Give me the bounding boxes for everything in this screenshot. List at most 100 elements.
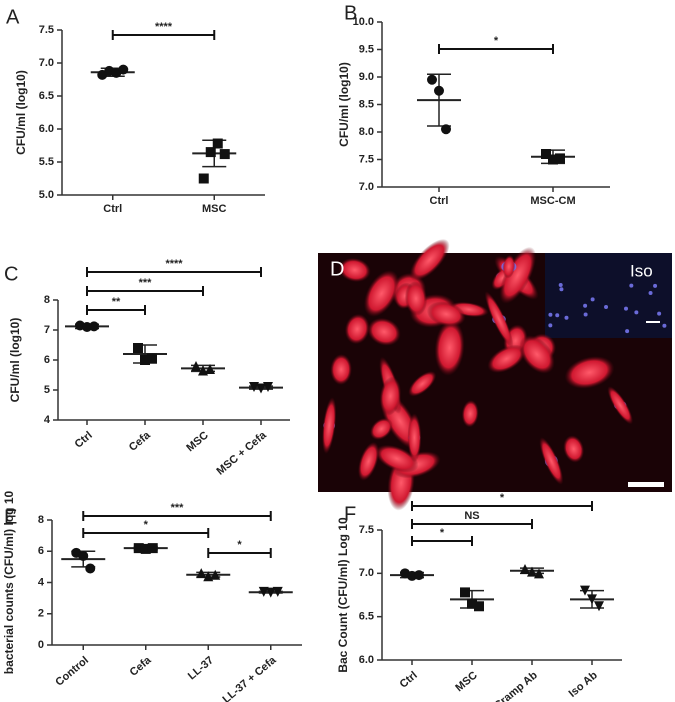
y-tick-label: 4 xyxy=(38,576,45,588)
x-tick-label: Ctrl xyxy=(73,429,95,450)
data-point xyxy=(474,601,484,612)
x-tick-label: MSC xyxy=(202,203,227,215)
inset-background xyxy=(545,253,672,338)
data-point xyxy=(133,343,143,353)
y-tick-label: 5 xyxy=(44,384,50,396)
inset-nucleus xyxy=(634,310,639,315)
data-point xyxy=(594,601,604,612)
cell xyxy=(409,238,450,281)
y-tick-label: 8.5 xyxy=(359,98,374,110)
data-point xyxy=(205,147,216,158)
cell xyxy=(434,319,465,376)
data-point xyxy=(256,383,266,394)
data-point xyxy=(555,153,565,164)
inset-nucleus xyxy=(558,283,563,288)
inset-nucleus xyxy=(590,297,595,302)
cell xyxy=(344,313,370,345)
x-tick-label: Control xyxy=(53,654,91,688)
y-tick-label: 8 xyxy=(44,294,50,306)
x-tick-label: Ctrl xyxy=(103,203,122,215)
significance-label: * xyxy=(237,539,242,551)
data-point xyxy=(147,543,158,554)
x-tick-label: Ctrl xyxy=(398,669,420,690)
data-point xyxy=(219,149,230,160)
significance-label: **** xyxy=(155,21,173,33)
y-tick-label: 7.0 xyxy=(359,181,374,193)
inset-nucleus xyxy=(559,287,564,292)
inset-nucleus xyxy=(548,312,553,317)
x-tick-label: MSC-CM xyxy=(530,195,575,207)
data-point xyxy=(520,564,530,574)
inset-nucleus xyxy=(583,312,588,317)
y-tick-label: 7.5 xyxy=(39,24,54,36)
inset-nucleus xyxy=(625,329,630,334)
inset-nucleus xyxy=(555,313,560,318)
x-tick-label: MSC xyxy=(453,669,479,694)
y-tick-label: 6.0 xyxy=(359,654,374,666)
cell xyxy=(519,335,555,374)
y-tick-label: 9.5 xyxy=(359,43,374,55)
inset-label: Iso xyxy=(630,261,653,280)
data-point xyxy=(198,173,209,184)
data-point xyxy=(427,74,437,85)
significance-label: * xyxy=(144,519,149,531)
x-tick-label: Cefa xyxy=(127,429,154,454)
micrograph: D Iso xyxy=(318,238,672,511)
data-point xyxy=(441,124,451,135)
data-point xyxy=(258,586,269,597)
data-point xyxy=(118,64,129,75)
y-tick-label: 4 xyxy=(44,414,51,426)
data-point xyxy=(265,587,276,598)
significance-label: ** xyxy=(112,296,121,308)
significance-label: *** xyxy=(139,277,153,289)
x-tick-label: Cramp Ab xyxy=(492,669,540,702)
data-point xyxy=(548,154,558,165)
cell xyxy=(564,356,615,389)
x-tick-label: LL-37 + Cefa xyxy=(220,654,279,702)
cell xyxy=(499,246,537,304)
y-tick-label: 9.0 xyxy=(359,71,374,83)
data-point xyxy=(541,149,551,159)
cell xyxy=(407,413,422,463)
cell xyxy=(502,254,516,279)
y-tick-label: 7.5 xyxy=(359,524,374,536)
data-point xyxy=(205,364,215,374)
cell xyxy=(461,400,479,428)
y-tick-label: 7.0 xyxy=(359,567,374,579)
data-point xyxy=(467,598,477,609)
significance-label: NS xyxy=(464,510,479,522)
cell xyxy=(375,444,419,473)
data-point xyxy=(133,543,144,554)
x-tick-label: Ctrl xyxy=(430,195,449,207)
data-point xyxy=(272,586,283,597)
data-point xyxy=(78,550,89,561)
data-point xyxy=(460,587,470,598)
inset-nucleus xyxy=(564,315,569,320)
panel-label: F xyxy=(344,503,356,525)
significance-label: * xyxy=(494,35,499,47)
cell xyxy=(426,301,466,327)
data-point xyxy=(580,585,590,596)
panel-label: B xyxy=(344,2,357,24)
inset-nucleus xyxy=(548,323,553,328)
cell xyxy=(484,291,514,348)
y-tick-label: 6.5 xyxy=(39,90,54,102)
cell xyxy=(367,317,401,346)
panel-label: E xyxy=(4,506,17,528)
cell xyxy=(357,441,380,481)
y-tick-label: 2 xyxy=(38,608,44,620)
data-point xyxy=(434,85,444,96)
data-point xyxy=(534,568,544,579)
cell xyxy=(370,417,393,440)
cell xyxy=(607,386,634,425)
cell xyxy=(322,397,337,455)
inset-nucleus xyxy=(583,303,588,308)
x-tick-label: Iso Ab xyxy=(567,669,600,700)
data-point xyxy=(85,563,96,574)
y-axis-label: CFU/ml (log10) xyxy=(14,70,28,155)
data-point xyxy=(263,382,273,392)
y-tick-label: 5.5 xyxy=(39,156,54,168)
y-axis-label: CFU/ml (log10) xyxy=(337,62,351,147)
inset-nucleus xyxy=(604,305,609,310)
significance-label: *** xyxy=(171,502,185,514)
